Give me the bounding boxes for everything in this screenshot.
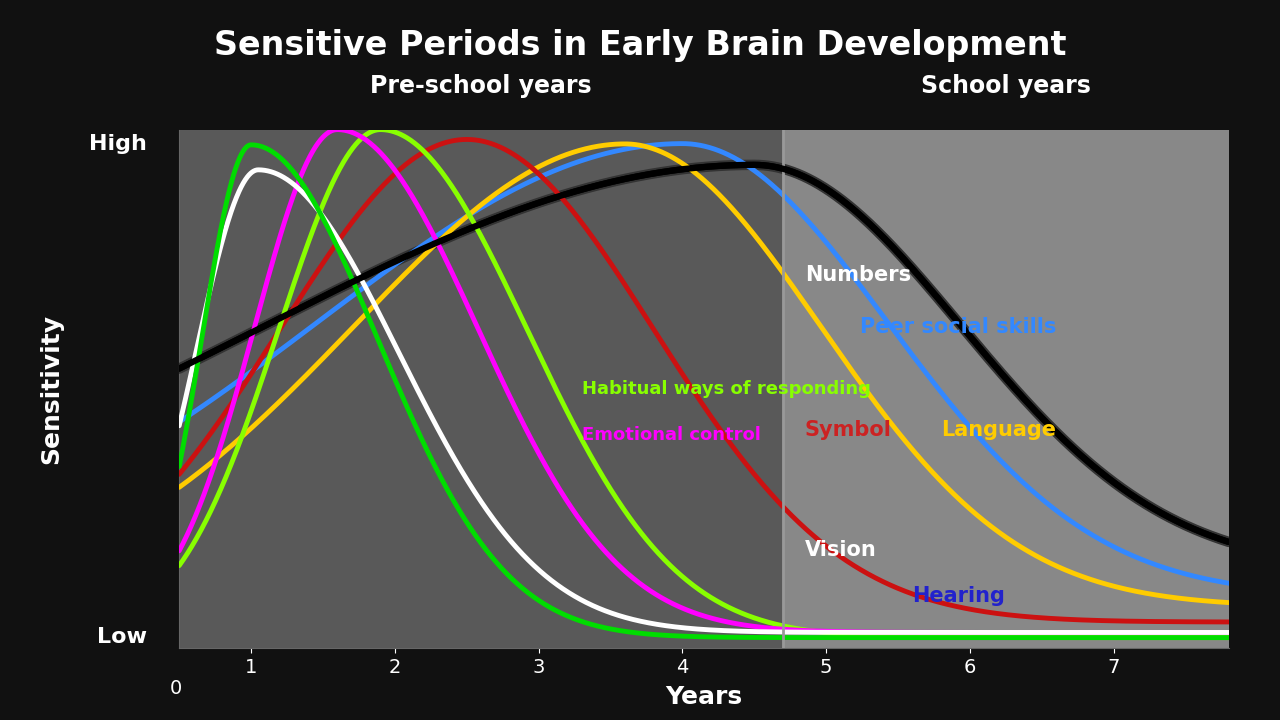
Text: High: High — [90, 134, 147, 154]
Text: Sensitivity: Sensitivity — [40, 314, 63, 464]
Text: 0: 0 — [170, 679, 183, 698]
Text: Sensitive Periods in Early Brain Development: Sensitive Periods in Early Brain Develop… — [214, 29, 1066, 62]
Text: Hearing: Hearing — [913, 586, 1005, 606]
Text: Pre-school years: Pre-school years — [370, 73, 591, 97]
Text: Emotional control: Emotional control — [582, 426, 760, 444]
Text: Numbers: Numbers — [805, 265, 911, 284]
Text: Vision: Vision — [805, 539, 877, 559]
Text: Low: Low — [97, 627, 147, 647]
Text: Habitual ways of responding: Habitual ways of responding — [582, 380, 870, 397]
X-axis label: Years: Years — [666, 685, 742, 709]
Text: Peer social skills: Peer social skills — [860, 317, 1056, 336]
Bar — [783, 130, 1229, 648]
Text: Symbol: Symbol — [805, 420, 892, 440]
Text: School years: School years — [922, 73, 1091, 97]
Bar — [179, 130, 783, 648]
Text: Language: Language — [941, 420, 1056, 440]
